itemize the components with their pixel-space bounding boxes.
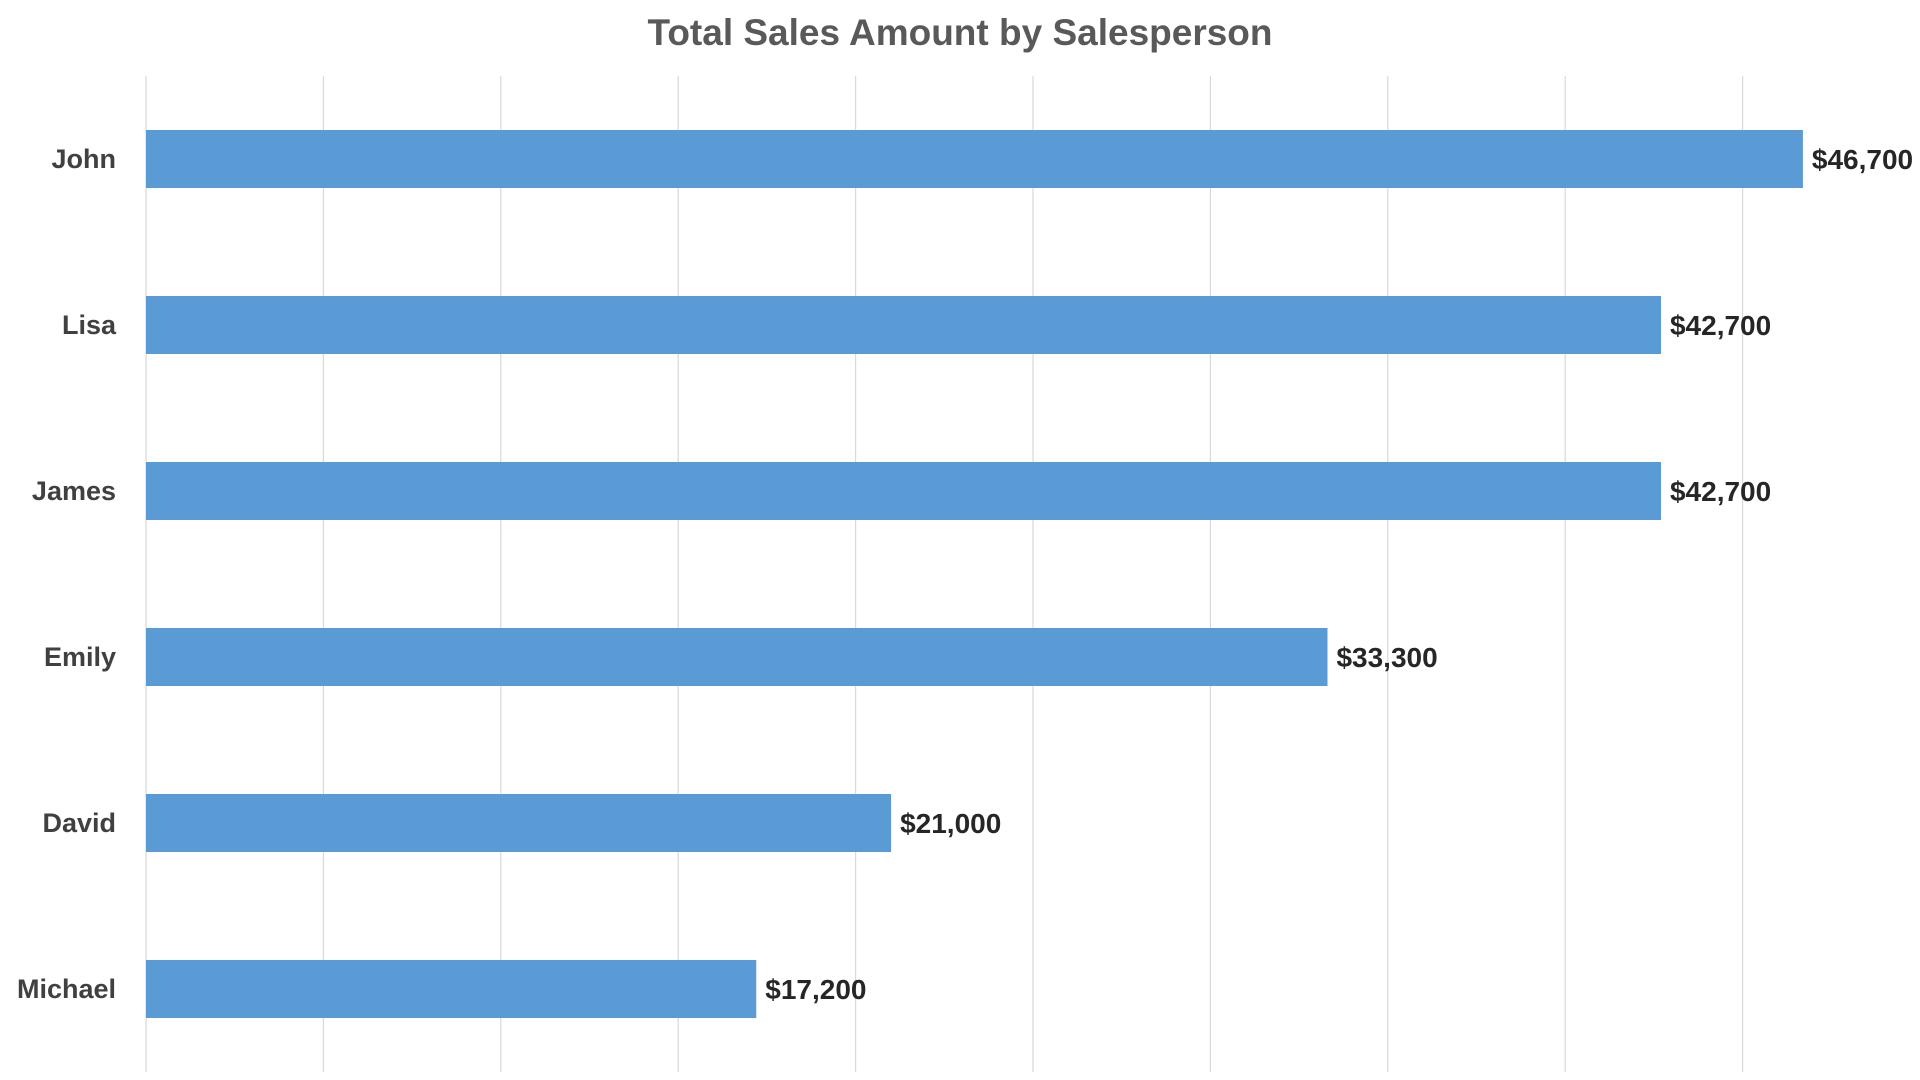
value-label-michael: $17,200 [765, 974, 866, 1005]
bars [146, 130, 1803, 1018]
gridlines [145, 76, 1744, 1072]
bar-lisa [146, 296, 1661, 354]
value-label-john: $46,700 [1812, 144, 1913, 175]
bar-emily [146, 628, 1328, 686]
bar-david [146, 794, 892, 852]
value-label-david: $21,000 [900, 808, 1001, 839]
bar-james [146, 462, 1661, 520]
category-label-james: James [32, 476, 116, 506]
category-label-lisa: Lisa [62, 310, 117, 340]
chart-title: Total Sales Amount by Salesperson [647, 12, 1273, 53]
value-label-james: $42,700 [1670, 476, 1771, 507]
bar-john [146, 130, 1803, 188]
value-label-lisa: $42,700 [1670, 310, 1771, 341]
category-label-michael: Michael [17, 974, 116, 1004]
category-label-david: David [42, 808, 116, 838]
labels: John $46,700 Lisa $42,700 James $42,700 Emily $… [17, 144, 1913, 1005]
bar-michael [146, 960, 757, 1018]
category-label-john: John [52, 144, 117, 174]
value-label-emily: $33,300 [1336, 642, 1437, 673]
category-label-emily: Emily [44, 642, 116, 672]
